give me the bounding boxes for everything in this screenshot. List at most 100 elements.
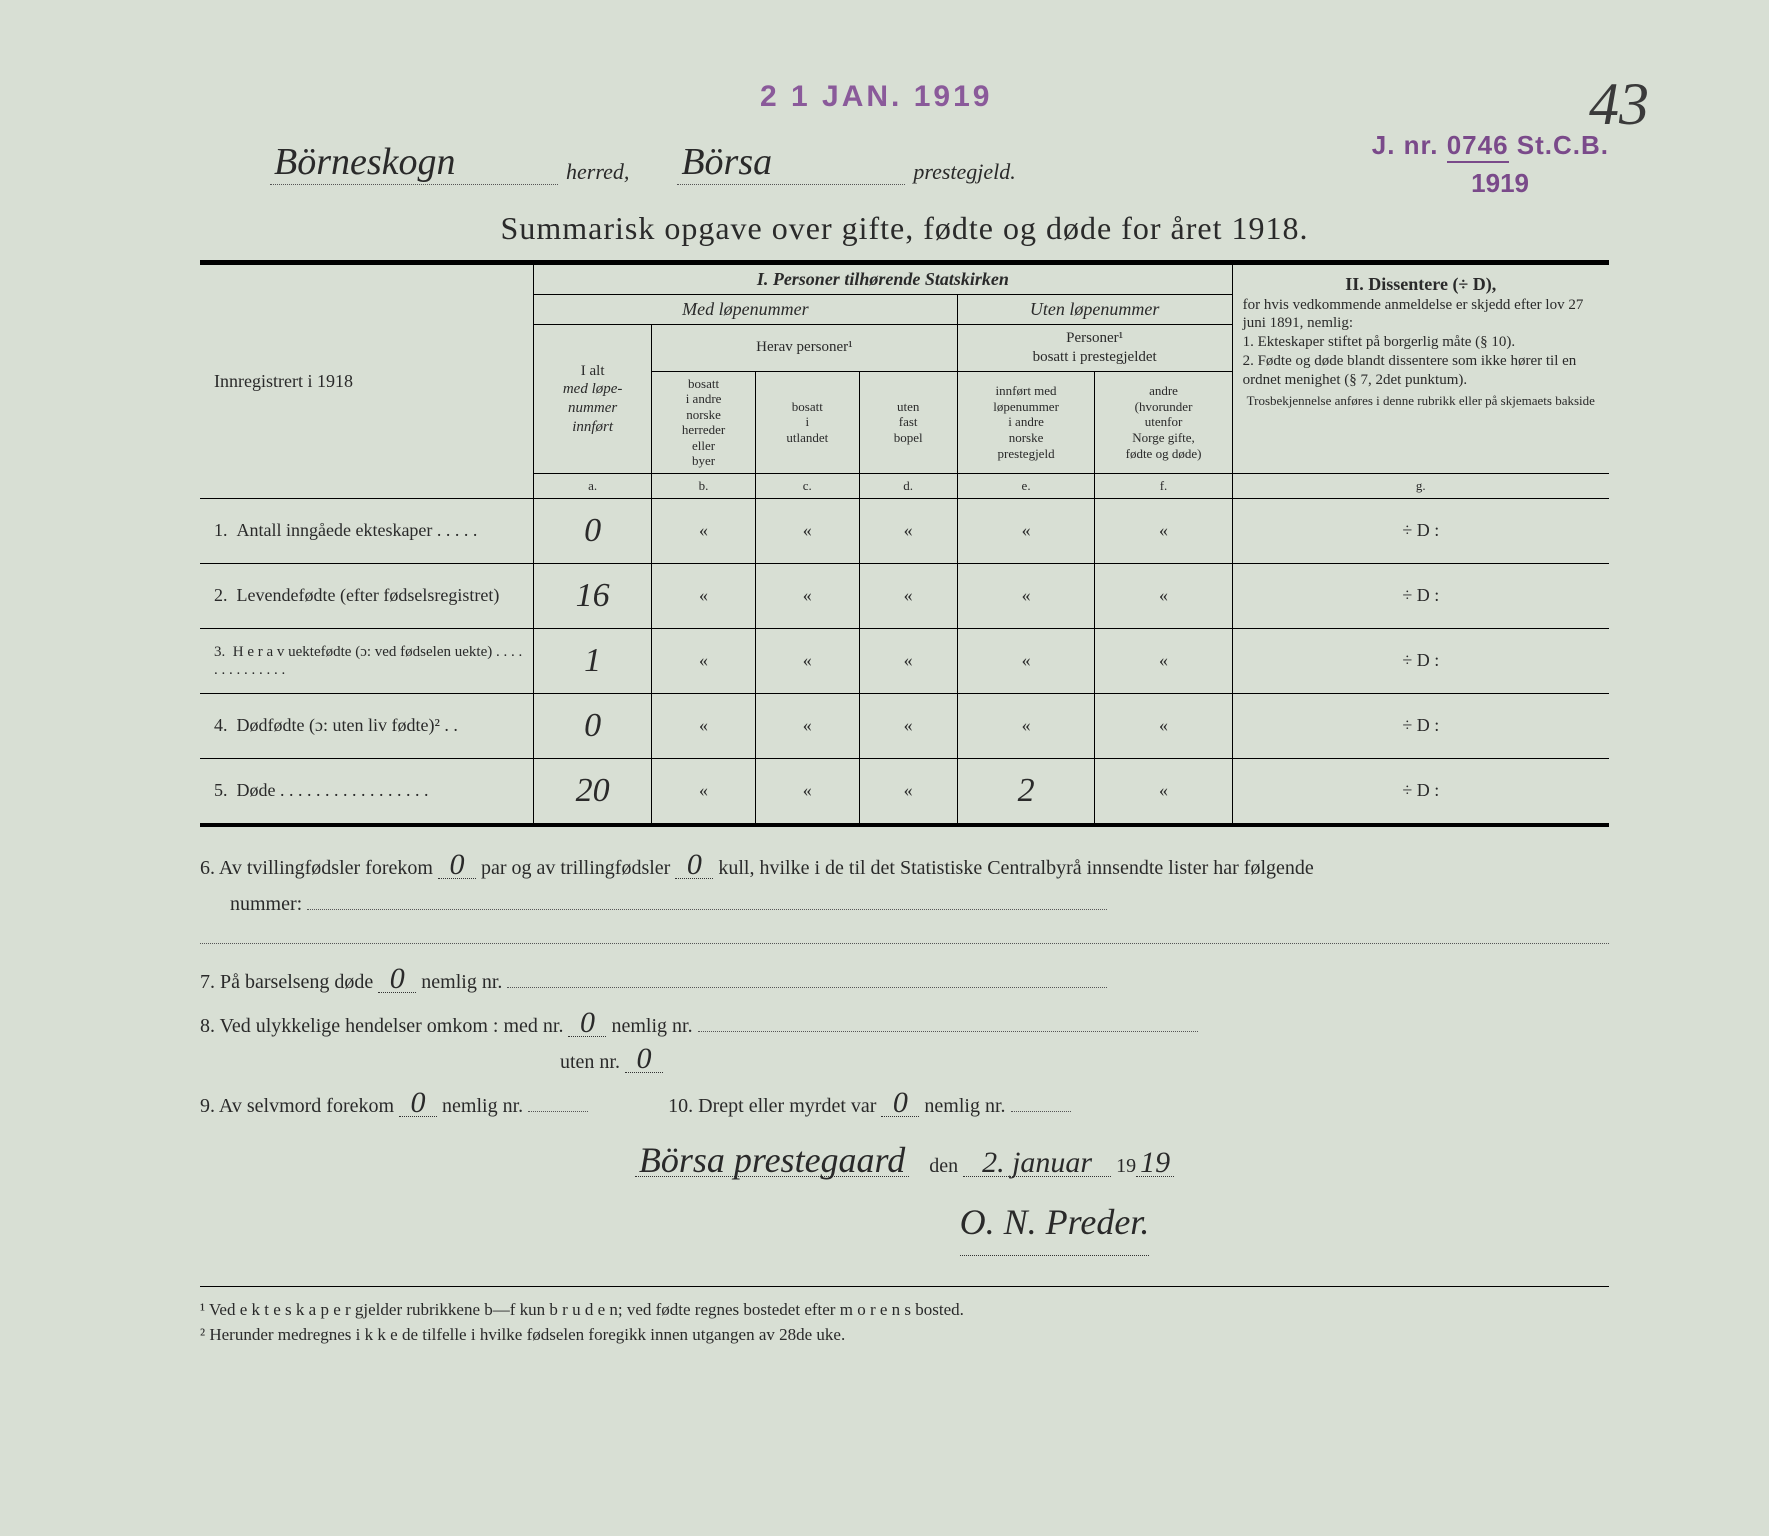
q8-val1: 0 [568, 1009, 606, 1037]
row5-label: Døde . . . . . . . . . . . . . . . . . [237, 780, 429, 800]
signature-block: Börsa prestegaard den 2. januar 1919 O. … [200, 1144, 1609, 1256]
row2-c: « [755, 563, 859, 628]
row3-d: « [859, 628, 957, 693]
row4-g: ÷ D : [1232, 693, 1609, 758]
q10-pre: 10. Drept eller myrdet var [668, 1095, 876, 1117]
col-f-header: andre (hvorunder utenfor Norge gifte, fø… [1095, 371, 1232, 474]
q7-post: nemlig nr. [421, 971, 502, 993]
journal-number: 0746 [1447, 130, 1509, 163]
date-stamp: 2 1 JAN. 1919 [760, 80, 992, 114]
row4-a: 0 [584, 707, 601, 744]
section1-title: I. Personer tilhørende Statskirken [534, 265, 1233, 295]
section2-note: Trosbekjennelse anføres i denne rubrikk … [1243, 393, 1599, 409]
row2-e: « [957, 563, 1095, 628]
row3-g: ÷ D : [1232, 628, 1609, 693]
row1-a: 0 [584, 512, 601, 549]
herred-label: herred, [566, 159, 629, 185]
col-letter-f: f. [1095, 474, 1232, 499]
uten-lopenummer-header: Uten løpenummer [957, 295, 1232, 325]
row4-label: Dødfødte (ɔ: uten liv fødte)² . . [237, 715, 458, 735]
row4-f: « [1095, 693, 1232, 758]
table-row-2: 2. Levendefødte (efter fødselsregistret)… [200, 563, 1609, 628]
journal-suffix: St.C.B. [1517, 130, 1609, 160]
signature-den-label: den [929, 1155, 958, 1177]
table-row-5: 5. Døde . . . . . . . . . . . . . . . . … [200, 758, 1609, 825]
row3-label: H e r a v uektefødte (ɔ: ved fødselen ue… [214, 644, 522, 678]
col-letter-d: d. [859, 474, 957, 499]
row3-num: 3. [214, 644, 225, 660]
question-7: 7. På barselseng døde 0 nemlig nr. [200, 964, 1609, 1000]
row1-b: « [652, 498, 756, 563]
section2-cell: II. Dissentere (÷ D), for hvis vedkommen… [1232, 265, 1609, 474]
q6-val1: 0 [438, 851, 476, 879]
row1-num: 1. [214, 520, 228, 540]
q7-pre: 7. På barselseng døde [200, 971, 373, 993]
row2-num: 2. [214, 585, 228, 605]
bottom-section: 6. Av tvillingfødsler forekom 0 par og a… [200, 850, 1609, 1348]
header-line: Börneskogn herred, Börsa prestegjeld. [270, 140, 1349, 185]
footnote-2: ² Herunder medregnes i k k e de tilfelle… [200, 1322, 1609, 1348]
q9-pre: 9. Av selvmord forekom [200, 1095, 394, 1117]
med-lopenummer-header: Med løpenummer [534, 295, 958, 325]
col-a-header: I alt med løpe- nummer innført [534, 325, 652, 474]
section2-point1: 1. Ekteskaper stiftet på borgerlig måte … [1243, 333, 1599, 352]
section2-body: for hvis vedkommende anmeldelse er skjed… [1243, 296, 1599, 334]
q10-post: nemlig nr. [924, 1095, 1005, 1117]
row5-a: 20 [576, 772, 610, 809]
summary-table: Innregistrert i 1918 I. Personer tilhøre… [200, 264, 1609, 827]
col-b-header: bosatt i andre norske herreder eller bye… [652, 371, 756, 474]
row5-e: 2 [1018, 772, 1035, 809]
section2-point2: 2. Fødte og døde blandt dissentere som i… [1243, 352, 1599, 390]
signature-year-prefix: 19 [1116, 1155, 1136, 1177]
row1-f: « [1095, 498, 1232, 563]
row5-b: « [652, 758, 756, 825]
question-9-10: 9. Av selvmord forekom 0 nemlig nr. 10. … [200, 1088, 1609, 1124]
col-a-top: I alt [581, 363, 605, 379]
row2-a: 16 [576, 577, 610, 614]
row1-label: Antall inngåede ekteskaper . . . . . [237, 520, 478, 540]
q8-pre: 8. Ved ulykkelige hendelser omkom : med … [200, 1015, 563, 1037]
col-letter-a: a. [534, 474, 652, 499]
q8-mid: nemlig nr. [611, 1015, 692, 1037]
row3-a: 1 [584, 642, 601, 679]
col-letter-g: g. [1232, 474, 1609, 499]
row2-f: « [1095, 563, 1232, 628]
row5-g: ÷ D : [1232, 758, 1609, 825]
prestegjeld-value: Börsa [677, 140, 905, 185]
row1-g: ÷ D : [1232, 498, 1609, 563]
question-6: 6. Av tvillingfødsler forekom 0 par og a… [200, 850, 1609, 922]
col-a-mid: med løpe- nummer innført [563, 381, 623, 435]
personer-bosatt-header: Personer¹ bosatt i prestegjeldet [957, 325, 1232, 372]
row3-f: « [1095, 628, 1232, 693]
row3-b: « [652, 628, 756, 693]
q6-post: kull, hvilke i de til det Statistiske Ce… [718, 857, 1313, 879]
q8-line2-pre: uten nr. [200, 1051, 620, 1073]
row4-e: « [957, 693, 1095, 758]
prestegjeld-label: prestegjeld. [913, 159, 1015, 185]
signature-year-suffix: 19 [1136, 1149, 1174, 1177]
question-8: 8. Ved ulykkelige hendelser omkom : med … [200, 1008, 1609, 1080]
row1-d: « [859, 498, 957, 563]
row4-b: « [652, 693, 756, 758]
col-letter-b: b. [652, 474, 756, 499]
table-row-1: 1. Antall inngåede ekteskaper . . . . . … [200, 498, 1609, 563]
q7-val: 0 [378, 965, 416, 993]
row4-num: 4. [214, 715, 228, 735]
row3-e: « [957, 628, 1095, 693]
herav-header: Herav personer¹ [652, 325, 958, 372]
row5-num: 5. [214, 780, 228, 800]
row5-d: « [859, 758, 957, 825]
row1-e: « [957, 498, 1095, 563]
q9-post: nemlig nr. [442, 1095, 523, 1117]
footnote-rule [200, 1286, 1609, 1287]
table-row-4: 4. Dødfødte (ɔ: uten liv fødte)² . . 0 «… [200, 693, 1609, 758]
row4-d: « [859, 693, 957, 758]
q9-val: 0 [399, 1089, 437, 1117]
q10-val: 0 [881, 1089, 919, 1117]
journal-stamp: J. nr. 0746 St.C.B. [1372, 130, 1609, 163]
q6-mid: par og av trillingfødsler [481, 857, 670, 879]
document-title: Summarisk opgave over gifte, fødte og dø… [200, 210, 1609, 247]
signature-place: Börsa prestegaard [635, 1144, 909, 1177]
journal-year: 1919 [1471, 168, 1529, 199]
row2-label: Levendefødte (efter fødselsregistret) [237, 585, 500, 605]
